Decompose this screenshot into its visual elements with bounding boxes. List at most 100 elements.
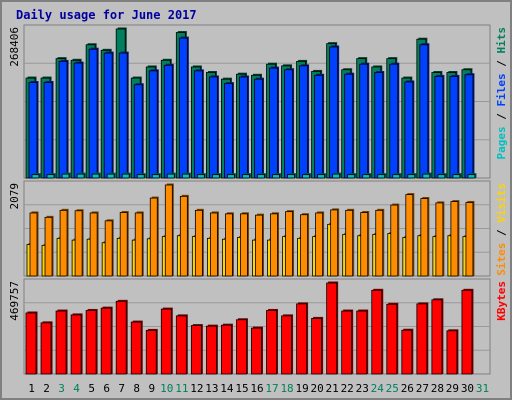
x-tick-label: 16 (250, 382, 263, 395)
bar-pages-day-1-face (31, 174, 40, 179)
bar-files-day-10-face (163, 64, 173, 179)
bar-pages-day-30-face (467, 174, 476, 179)
bar-pages-day-25 (392, 173, 402, 179)
bar-kbytes-day-12-face (190, 325, 202, 375)
bar-files-day-13 (208, 75, 219, 179)
x-tick-label: 23 (356, 382, 369, 395)
bar-files-day-28 (434, 74, 445, 179)
chart-title: Daily usage for June 2017 (16, 8, 197, 22)
bar-files-day-12-face (193, 70, 203, 179)
bar-kbytes-day-8-face (130, 321, 142, 375)
bar-sites-day-4-face (74, 210, 83, 277)
bar-sites-day-1-face (29, 212, 38, 277)
bar-files-day-11-face (178, 37, 188, 179)
bar-kbytes-day-15-face (236, 319, 247, 375)
bar-sites-day-21-face (330, 209, 339, 277)
x-tick-label: 4 (73, 382, 80, 395)
bar-sites-day-8 (134, 211, 144, 277)
bar-kbytes-day-17-face (266, 310, 277, 375)
legend-entry: / (495, 54, 508, 74)
bar-pages-day-10-face (166, 173, 175, 179)
bar-files-day-6 (103, 51, 114, 179)
bar-pages-day-6 (106, 172, 116, 179)
bar-pages-day-4 (76, 172, 86, 179)
bar-files-day-19-face (299, 65, 308, 179)
bar-pages-day-17-face (272, 174, 280, 179)
x-tick-label: 30 (461, 382, 474, 395)
bar-sites-day-23-face (360, 212, 369, 277)
bar-kbytes-day-20-face (311, 318, 323, 375)
bar-pages-day-11-face (181, 173, 190, 179)
bar-kbytes-day-14 (221, 323, 233, 375)
bar-files-day-13-face (208, 76, 218, 179)
panel-top-ymax-label: 268406 (8, 27, 21, 67)
panel-bot-legend: KBytes (495, 281, 508, 321)
bar-pages-day-12-face (196, 174, 205, 179)
bar-kbytes-day-9 (145, 328, 158, 375)
legend-entry: Visits (495, 183, 508, 223)
bar-pages-day-16 (257, 173, 266, 179)
bar-sites-day-11 (179, 194, 189, 277)
bar-kbytes-day-18-face (281, 315, 292, 375)
bar-pages-day-13 (211, 173, 221, 179)
bar-files-day-11 (178, 36, 189, 179)
bar-pages-day-2 (46, 173, 56, 179)
bar-files-day-1 (28, 81, 39, 179)
x-tick-label: 8 (133, 382, 140, 395)
bar-files-day-19 (299, 64, 310, 179)
bar-kbytes-day-30-face (461, 289, 473, 375)
bar-sites-day-30-face (465, 202, 474, 277)
bar-kbytes-day-26 (401, 328, 414, 375)
x-tick-label: 21 (326, 382, 339, 395)
panel-mid-ymax-label: 2079 (8, 183, 21, 210)
bar-pages-day-23 (362, 173, 372, 179)
bar-sites-day-28-face (435, 202, 444, 277)
bar-kbytes-day-5-face (85, 310, 97, 375)
bar-files-day-30 (464, 73, 475, 179)
x-tick-label: 18 (280, 382, 293, 395)
bar-files-day-23 (359, 62, 370, 179)
bar-kbytes-day-25 (386, 302, 399, 375)
bar-files-day-17 (269, 66, 280, 179)
bar-pages-day-3-face (61, 173, 70, 179)
bar-kbytes-day-6 (100, 306, 113, 375)
bar-files-day-3 (58, 59, 69, 179)
bar-sites-day-6-face (104, 220, 113, 277)
bar-files-day-21-face (329, 46, 339, 179)
bar-files-day-4-face (73, 62, 83, 179)
bar-sites-day-18-face (285, 211, 293, 277)
bar-sites-day-1 (29, 211, 39, 277)
bar-pages-day-14 (227, 173, 236, 179)
bar-pages-day-28-face (437, 174, 446, 179)
x-tick-label: 26 (401, 382, 414, 395)
bar-kbytes-day-16-face (251, 327, 262, 375)
bar-files-day-30-face (464, 74, 474, 179)
bar-kbytes-day-27-face (416, 303, 428, 375)
bar-files-day-29 (449, 74, 460, 179)
bar-pages-day-29-face (452, 174, 461, 179)
x-tick-label: 27 (416, 382, 429, 395)
bar-files-day-20-face (314, 74, 324, 179)
bar-sites-day-21 (330, 208, 340, 277)
bar-kbytes-day-7-face (115, 300, 127, 375)
bar-kbytes-day-1-face (25, 312, 37, 375)
x-tick-label: 17 (265, 382, 278, 395)
bar-pages-day-18 (287, 173, 297, 179)
bar-files-day-27 (419, 43, 430, 179)
bar-sites-day-5-face (89, 212, 98, 277)
bar-sites-day-25 (390, 203, 400, 277)
bar-kbytes-day-13 (205, 324, 218, 375)
x-tick-label: 1 (28, 382, 35, 395)
bar-pages-day-10 (166, 172, 176, 179)
bar-kbytes-day-25-face (386, 303, 398, 375)
bar-sites-day-12 (194, 208, 204, 277)
legend-entry: Files (495, 73, 508, 106)
panel-bot-ymax-label: 469757 (8, 281, 21, 321)
bar-pages-day-8 (136, 173, 146, 179)
bar-pages-day-8-face (136, 174, 145, 179)
bar-kbytes-day-6-face (100, 307, 112, 375)
legend-entry: Pages (495, 126, 508, 159)
x-tick-label: 7 (118, 382, 125, 395)
bar-kbytes-day-1 (25, 311, 38, 375)
